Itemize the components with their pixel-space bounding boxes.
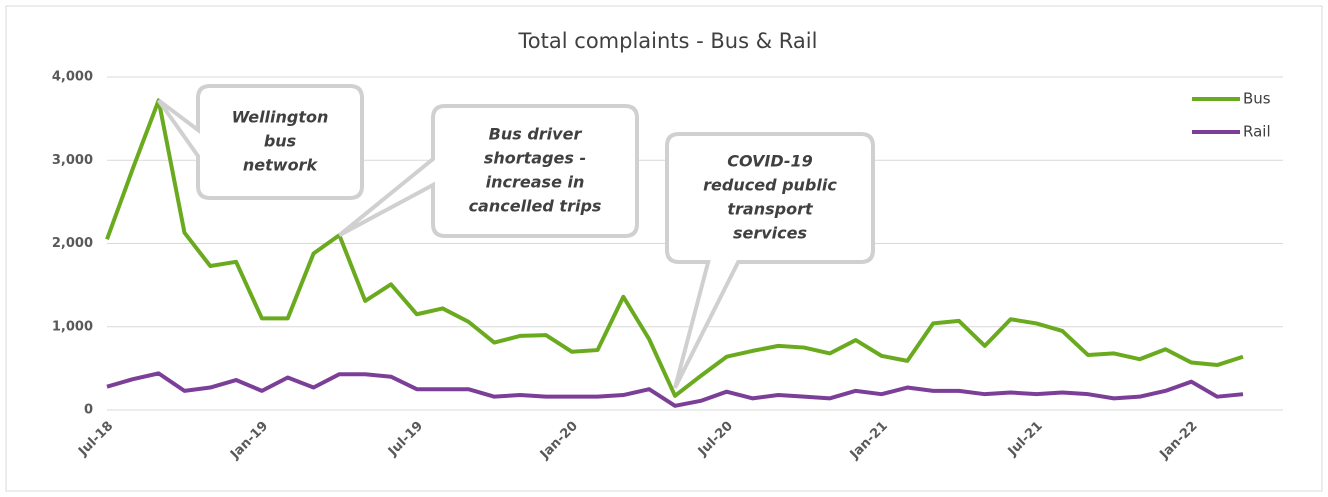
- annotation-text: transport: [727, 200, 814, 219]
- callout: COVID-19 reduced public transport services: [665, 132, 875, 389]
- callout-bubble: [338, 104, 639, 238]
- data-line: [105, 98, 1244, 398]
- callout: Wellington bus network: [157, 84, 364, 200]
- legend-label: Bus: [1243, 90, 1271, 108]
- annotation-text: shortages -: [484, 149, 586, 168]
- callout: Bus driver shortages - increase in cancelle…: [338, 104, 639, 238]
- y-tick-label: 2,000: [52, 236, 93, 251]
- y-tick-label: 1,000: [52, 319, 93, 334]
- y-tick-label: 0: [84, 403, 93, 418]
- annotation-text: network: [243, 156, 319, 175]
- chart-frame: [5, 5, 1323, 492]
- y-tick-label: 3,000: [52, 153, 93, 168]
- annotation-text: COVID-19: [727, 152, 813, 171]
- annotation-text: services: [733, 224, 807, 243]
- callout-bubble: [665, 132, 875, 389]
- legend-label: Rail: [1243, 123, 1271, 141]
- callout-bubble: [157, 84, 364, 200]
- data-line: [106, 371, 1244, 408]
- chart-title: Total complaints - Bus & Rail: [518, 29, 818, 53]
- annotation-text: Bus driver: [489, 125, 583, 144]
- y-tick-label: 4,000: [52, 70, 93, 85]
- annotation-text: cancelled trips: [469, 197, 602, 216]
- annotation-text: bus: [264, 132, 296, 151]
- annotation-text: Wellington: [232, 108, 329, 127]
- annotation-text: reduced public: [703, 176, 837, 195]
- annotation-text: increase in: [486, 173, 585, 192]
